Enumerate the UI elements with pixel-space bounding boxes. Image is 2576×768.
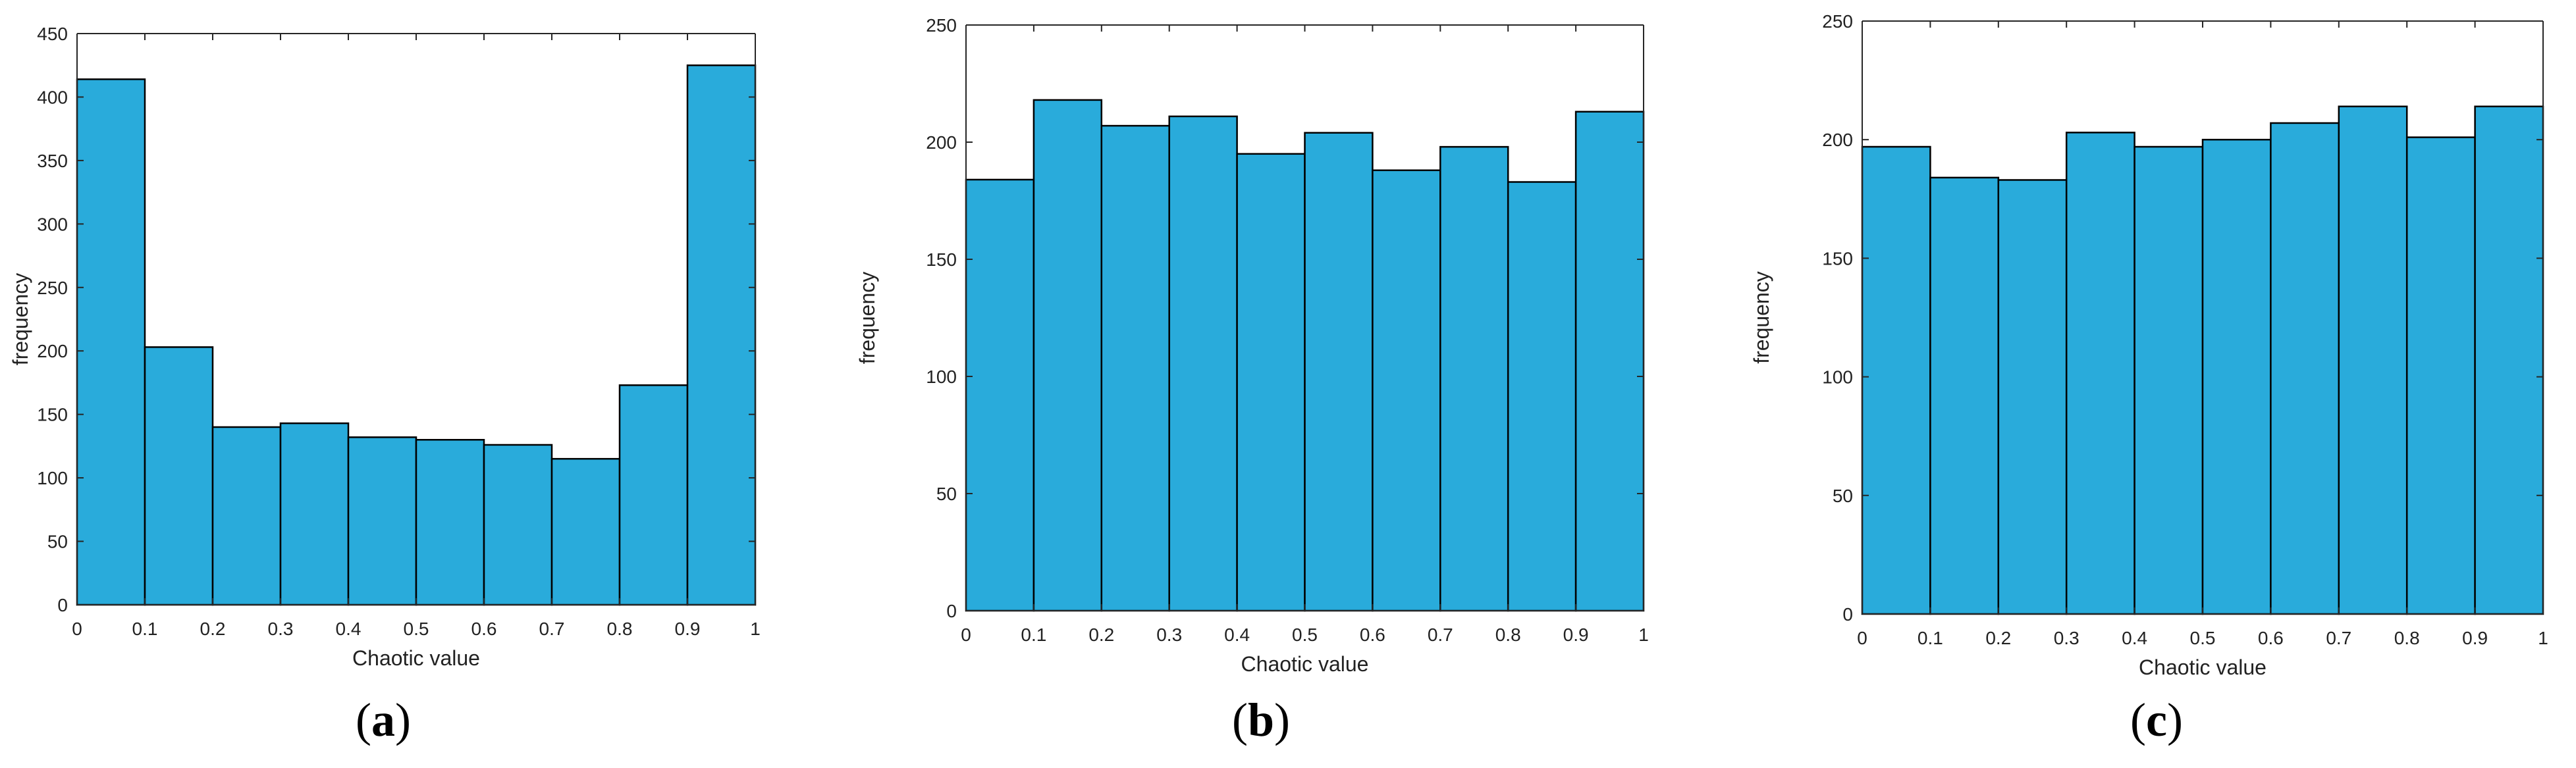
histogram-bar (76, 78, 146, 606)
x-tick-label: 0.5 (404, 619, 429, 639)
x-tick-label: 0 (72, 619, 82, 639)
histogram-bar (686, 64, 757, 606)
y-tick-label: 200 (926, 132, 957, 153)
x-tick-label: 0.3 (2054, 628, 2080, 648)
y-tick-label: 300 (37, 214, 68, 234)
y-tick-label: 50 (47, 532, 68, 552)
x-tick-label: 0.4 (336, 619, 362, 639)
x-tick-label: 1 (2538, 628, 2548, 648)
histogram-bar (211, 426, 282, 606)
y-tick-label: 0 (57, 595, 68, 615)
x-axis-label: Chaotic value (1241, 652, 1369, 676)
histogram-bar (2405, 136, 2476, 615)
x-tick-label: 0.2 (1088, 625, 1114, 645)
y-tick-label: 100 (926, 367, 957, 387)
panel-label: (c) (2130, 694, 2183, 746)
histogram-bar (1997, 179, 2068, 615)
histogram-bar (279, 422, 350, 606)
y-tick-label: 50 (1833, 486, 1853, 506)
y-tick-label: 0 (946, 601, 957, 621)
x-tick-label: 0.4 (2122, 628, 2147, 648)
x-tick-label: 0.5 (1292, 625, 1318, 645)
y-tick-label: 350 (37, 151, 68, 171)
x-tick-label: 0.2 (200, 619, 226, 639)
histogram-bar (347, 436, 417, 606)
y-axis-label: frequency (855, 272, 879, 365)
histogram-bar (2270, 122, 2340, 615)
histogram-bar (1507, 181, 1577, 612)
histogram-bar (965, 178, 1035, 612)
y-tick-label: 100 (37, 468, 68, 488)
x-tick-label: 0.1 (1918, 628, 1943, 648)
histogram-bar (1304, 132, 1374, 612)
histogram-bar (1861, 145, 1931, 615)
histogram-bar (1439, 145, 1509, 612)
histogram-bar (415, 438, 485, 606)
y-tick-label: 150 (926, 249, 957, 270)
x-axis-label: Chaotic value (352, 646, 480, 670)
x-tick-label: 0.8 (607, 619, 633, 639)
histogram-bar (144, 346, 214, 606)
histogram-bar (2133, 145, 2204, 615)
x-tick-label: 0.6 (471, 619, 497, 639)
x-tick-label: 0.1 (132, 619, 158, 639)
histogram-bar (1372, 169, 1441, 612)
x-axis-label: Chaotic value (2139, 655, 2267, 679)
panel-label: (a) (356, 694, 411, 746)
y-tick-label: 400 (37, 87, 68, 107)
x-tick-label: 0.6 (1360, 625, 1385, 645)
y-tick-label: 450 (37, 24, 68, 44)
histogram-bar (1033, 99, 1103, 612)
x-tick-label: 0 (961, 625, 971, 645)
x-tick-label: 0.7 (539, 619, 565, 639)
y-tick-label: 250 (1822, 11, 1853, 32)
x-tick-label: 0.7 (2326, 628, 2351, 648)
x-tick-label: 0.4 (1224, 625, 1250, 645)
y-tick-label: 100 (1822, 367, 1853, 388)
x-tick-label: 0.9 (1563, 625, 1589, 645)
x-tick-label: 0 (1857, 628, 1867, 648)
y-tick-label: 200 (1822, 130, 1853, 150)
histogram-panel-a: 0 0.1 0.2 0.3 0.4 0.5 0.6 0.7 0.8 0.9 1 0 50 100 150 20… (9, 24, 761, 746)
histogram-bar (550, 457, 621, 606)
x-tick-label: 0.7 (1428, 625, 1453, 645)
y-tick-label: 50 (936, 484, 957, 504)
y-tick-label: 250 (37, 278, 68, 298)
histogram-bar (1100, 124, 1170, 612)
histogram-bar (2065, 132, 2135, 615)
x-tick-label: 0.6 (2258, 628, 2284, 648)
x-tick-label: 0.5 (2190, 628, 2216, 648)
histogram-bar (2338, 105, 2408, 615)
x-tick-label: 0.1 (1021, 625, 1046, 645)
histogram-bar (618, 384, 689, 606)
y-tick-label: 200 (37, 341, 68, 361)
histogram-bar (1168, 115, 1238, 612)
x-tick-label: 0.9 (2462, 628, 2488, 648)
y-tick-label: 150 (37, 405, 68, 425)
x-tick-label: 0.3 (1156, 625, 1182, 645)
y-tick-label: 0 (1842, 604, 1853, 625)
y-axis-label: frequency (1750, 271, 1773, 364)
panel-label: (b) (1232, 694, 1290, 746)
y-tick-label: 150 (1822, 248, 1853, 269)
x-tick-label: 1 (1638, 625, 1649, 645)
histogram-bar (1574, 111, 1645, 612)
histogram-bar (2201, 138, 2272, 615)
x-tick-label: 1 (750, 619, 761, 639)
histogram-bar (2474, 105, 2544, 615)
x-tick-label: 0.3 (268, 619, 294, 639)
histogram-bar (483, 444, 553, 606)
x-tick-label: 0.2 (1985, 628, 2011, 648)
histogram-bar (1236, 153, 1306, 612)
y-tick-label: 250 (926, 15, 957, 36)
x-tick-label: 0.8 (2394, 628, 2420, 648)
x-tick-label: 0.9 (675, 619, 701, 639)
y-axis-label: frequency (9, 273, 32, 366)
histogram-panel-c: 0 0.1 0.2 0.3 0.4 0.5 0.6 0.7 0.8 0.9 1 0 50 100 150 20… (1750, 11, 2548, 746)
histogram-panel-b: 0 0.1 0.2 0.3 0.4 0.5 0.6 0.7 0.8 0.9 1 0 50 100 150 20… (855, 15, 1649, 746)
x-tick-label: 0.8 (1495, 625, 1521, 645)
histogram-bar (1929, 176, 2000, 615)
